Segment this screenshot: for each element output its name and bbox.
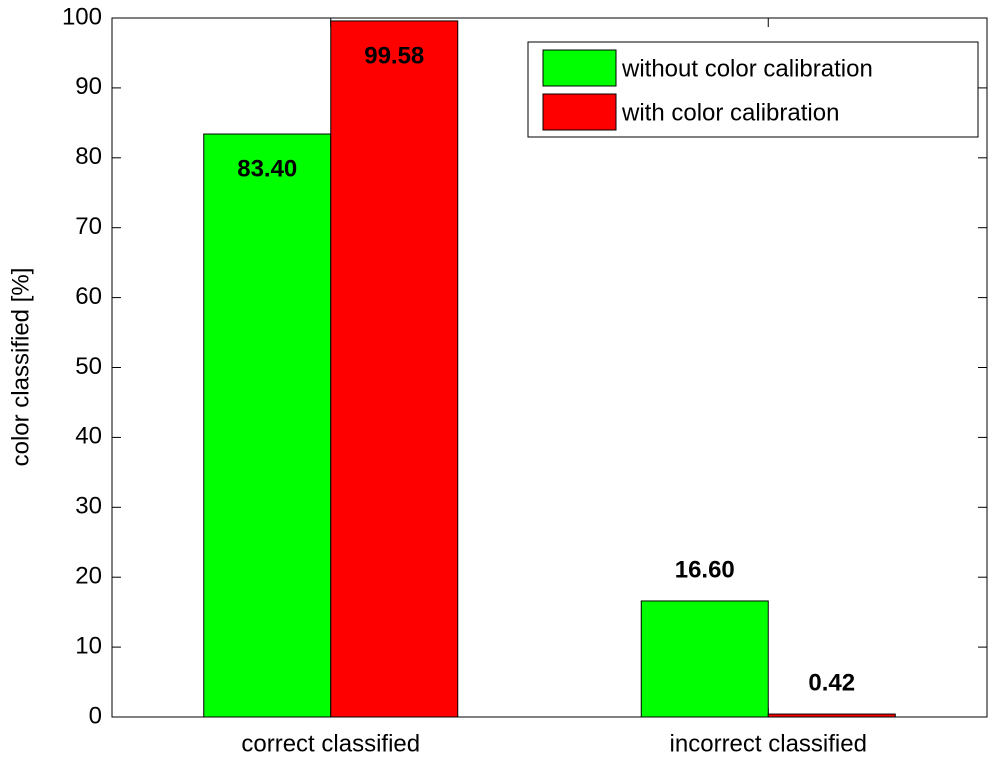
y-tick-label: 80 [75,143,102,170]
bar [640,600,769,718]
y-tick-label: 10 [75,632,102,659]
x-tick-label: correct classified [241,730,420,757]
x-tick-label: incorrect classified [670,730,867,757]
y-tick-label: 50 [75,353,102,380]
bar [203,133,332,718]
data-label: 0.42 [808,669,855,696]
legend-swatch [542,49,617,87]
y-tick-label: 30 [75,493,102,520]
data-label: 16.60 [675,556,735,583]
bar [330,20,459,718]
y-tick-label: 70 [75,213,102,240]
y-tick-label: 60 [75,283,102,310]
y-tick-label: 90 [75,73,102,100]
y-tick-label: 100 [62,3,102,30]
legend-swatch [542,93,617,131]
y-axis-label: color classified [%] [7,268,34,467]
y-tick-label: 20 [75,563,102,590]
data-label: 99.58 [364,42,424,69]
legend-label: without color calibration [621,55,873,82]
data-label: 83.40 [237,155,297,182]
axes-box [111,17,988,718]
y-tick-label: 0 [89,702,102,729]
y-tick-label: 40 [75,423,102,450]
legend-label: with color calibration [621,99,839,126]
